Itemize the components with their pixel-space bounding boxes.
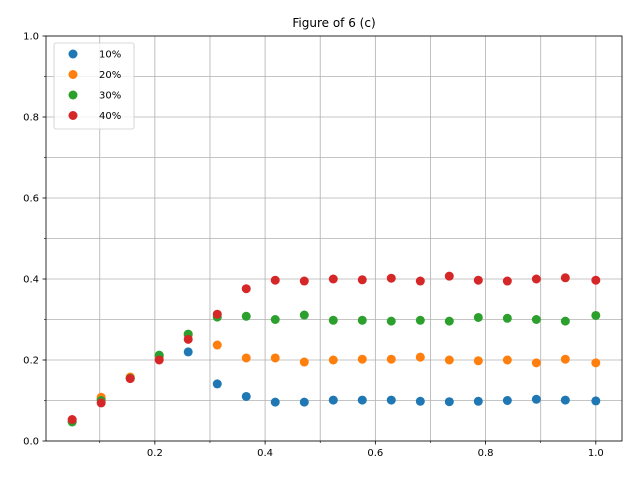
legend-marker — [68, 111, 78, 120]
data-point-30% — [502, 313, 512, 323]
data-point-20% — [299, 357, 309, 367]
y-tick-label: 0.6 — [23, 194, 39, 205]
data-point-40% — [473, 275, 483, 285]
x-tick-label: 0.8 — [478, 448, 494, 459]
legend-marker — [68, 90, 78, 100]
data-point-10% — [502, 396, 512, 405]
data-point-20% — [531, 358, 541, 368]
data-point-20% — [328, 355, 338, 365]
y-tick-label: 0.2 — [23, 356, 39, 367]
data-point-10% — [591, 396, 601, 406]
data-point-10% — [386, 395, 396, 405]
data-point-10% — [299, 397, 309, 407]
data-point-30% — [444, 316, 454, 326]
data-point-40% — [328, 274, 338, 284]
y-tick-label: 1.0 — [23, 32, 39, 43]
data-point-40% — [299, 276, 309, 286]
data-point-40% — [502, 276, 512, 286]
x-tick-label: 0.2 — [147, 448, 163, 459]
data-point-20% — [386, 354, 396, 364]
data-point-10% — [328, 395, 338, 405]
legend-marker — [68, 49, 78, 59]
data-point-40% — [270, 275, 280, 285]
data-point-40% — [357, 275, 367, 285]
data-point-20% — [415, 352, 425, 362]
data-point-40% — [591, 275, 601, 285]
data-point-40% — [154, 355, 164, 365]
data-point-40% — [386, 273, 396, 283]
axes: 0.2 0.4 0.6 0.8 1.0 0.0 0.2 0.4 0.6 0.8 1.0 — [23, 32, 623, 459]
x-tick-label: 0.6 — [367, 448, 383, 459]
data-point-40% — [560, 273, 570, 283]
data-point-10% — [531, 394, 541, 404]
data-point-30% — [531, 315, 541, 324]
data-point-40% — [531, 274, 541, 284]
data-point-10% — [357, 395, 367, 405]
y-tick-label: 0.0 — [23, 437, 39, 448]
data-point-40% — [444, 271, 454, 281]
data-point-10% — [183, 347, 193, 357]
legend-box — [53, 42, 135, 130]
x-tick-label: 0.4 — [257, 448, 273, 459]
data-point-40% — [241, 284, 251, 294]
data-point-40% — [212, 309, 222, 319]
legend-marker — [68, 70, 78, 79]
legend-label: 20% — [99, 70, 121, 81]
data-point-30% — [357, 315, 367, 325]
data-point-30% — [415, 315, 425, 325]
data-point-20% — [212, 340, 222, 350]
data-point-10% — [560, 395, 570, 405]
data-point-20% — [270, 353, 280, 363]
data-point-30% — [560, 316, 570, 326]
data-point-30% — [328, 315, 338, 325]
data-point-30% — [299, 310, 309, 320]
data-point-40% — [96, 398, 106, 408]
data-point-10% — [241, 391, 251, 401]
data-point-10% — [415, 396, 425, 406]
data-point-20% — [560, 354, 570, 364]
data-point-10% — [270, 397, 280, 407]
legend-label: 40% — [99, 111, 121, 122]
data-point-20% — [357, 354, 367, 364]
y-tick-label: 0.4 — [23, 275, 39, 286]
data-point-20% — [444, 355, 454, 365]
data-point-30% — [591, 310, 601, 320]
chart-title: Figure of 6 (c) — [292, 16, 375, 30]
data-point-10% — [212, 379, 222, 389]
x-tick-label: 1.0 — [588, 448, 604, 459]
data-point-20% — [502, 355, 512, 365]
data-point-40% — [415, 276, 425, 286]
data-point-20% — [241, 353, 251, 363]
data-point-10% — [444, 397, 454, 407]
data-point-30% — [473, 312, 483, 322]
data-point-20% — [473, 356, 483, 366]
data-point-10% — [473, 396, 483, 406]
legend: 10% 20% 30% 40% — [53, 42, 135, 130]
data-point-20% — [591, 358, 601, 368]
data-points — [67, 271, 601, 427]
legend-label: 30% — [99, 91, 121, 102]
data-point-30% — [241, 311, 251, 321]
legend-label: 10% — [99, 50, 121, 61]
data-point-40% — [125, 374, 135, 384]
y-tick-label: 0.8 — [23, 113, 39, 124]
data-point-40% — [67, 415, 77, 425]
data-point-30% — [386, 316, 396, 326]
data-point-40% — [183, 334, 193, 344]
data-point-30% — [270, 315, 280, 324]
